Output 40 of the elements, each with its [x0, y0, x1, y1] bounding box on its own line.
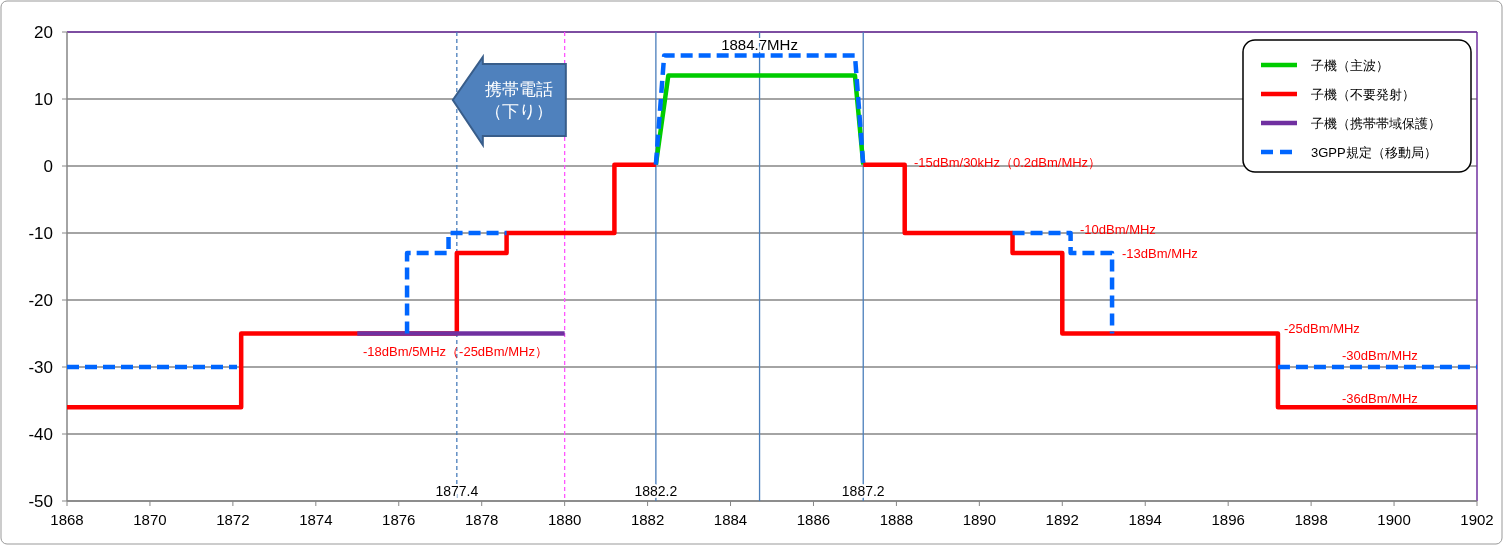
- x-tick-label: 1874: [299, 511, 333, 528]
- x-tick-label: 1884: [713, 511, 748, 528]
- y-tick-label: -40: [28, 424, 53, 444]
- x-tick-label: 1876: [382, 511, 416, 528]
- x-tick-label: 1894: [1128, 511, 1162, 528]
- legend-label: 子機（主波）: [1311, 57, 1389, 73]
- x-tick-label: 1878: [465, 511, 499, 528]
- ref-line-label: 1882.2: [634, 483, 678, 499]
- x-tick-label: 1868: [50, 511, 84, 528]
- x-tick-label: 1870: [133, 511, 167, 528]
- x-tick-label: 1896: [1211, 511, 1245, 528]
- x-tick-label: 1872: [216, 511, 250, 528]
- y-tick-label: 0: [43, 156, 53, 176]
- y-tick-label: 10: [34, 89, 53, 109]
- legend-label: 子機（不要発射）: [1311, 86, 1415, 102]
- x-tick-label: 1886: [796, 511, 831, 528]
- x-tick-label: 1892: [1045, 511, 1079, 528]
- y-tick-label: -20: [28, 290, 53, 310]
- annotation: -18dBm/5MHz（-25dBm/MHz）: [363, 343, 548, 359]
- annotation: -15dBm/30kHz（0.2dBm/MHz）: [914, 154, 1102, 170]
- y-tick-label: -30: [28, 357, 53, 377]
- y-tick-label: -50: [28, 491, 53, 511]
- x-tick-label: 1888: [879, 511, 914, 528]
- y-tick-label: -10: [28, 223, 53, 243]
- x-tick-label: 1882: [630, 511, 665, 528]
- legend-label: 3GPP規定（移動局）: [1311, 144, 1437, 160]
- annotation: -30dBm/MHz: [1342, 347, 1418, 363]
- ref-line-label: 1877.4: [435, 483, 479, 499]
- legend-label: 子機（携帯帯域保護）: [1311, 115, 1441, 131]
- x-tick-label: 1880: [547, 511, 582, 528]
- x-tick-label: 1900: [1377, 511, 1411, 528]
- x-tick-label: 1902: [1460, 511, 1494, 528]
- x-tick-label: 1898: [1294, 511, 1328, 528]
- annotation: -10dBm/MHz: [1080, 221, 1156, 237]
- annotation: 携帯電話（下り）: [484, 79, 553, 121]
- annotation: -25dBm/MHz: [1284, 320, 1360, 336]
- annotation: -13dBm/MHz: [1122, 245, 1198, 261]
- y-tick-label: 20: [34, 22, 53, 42]
- x-tick-label: 1890: [962, 511, 997, 528]
- annotation: -36dBm/MHz: [1342, 390, 1418, 406]
